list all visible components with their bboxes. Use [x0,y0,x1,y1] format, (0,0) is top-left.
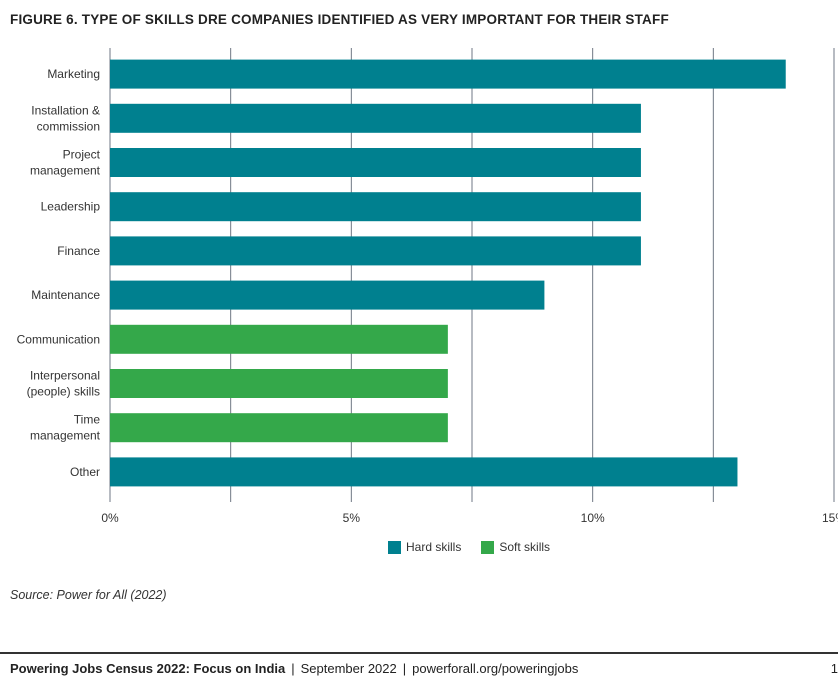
bar-interpersonal-people-skills [110,369,448,398]
legend: Hard skills Soft skills [388,540,550,554]
figure-title: FIGURE 6. TYPE OF SKILLS DRE COMPANIES I… [10,12,669,27]
category-label-finance: Finance [57,244,100,258]
tick-label-15: 15% [822,511,838,525]
footer-url[interactable]: powerforall.org/poweringjobs [412,661,579,676]
category-label-interpersonal-people-skills: Interpersonal (people) skills [27,369,100,399]
footer-date: September 2022 [300,661,397,676]
category-label-maintenance: Maintenance [31,288,100,302]
footer-separator: | [291,661,295,676]
bars [110,59,786,487]
bar-project-management [110,148,641,177]
category-label-project-management: Project management [30,148,101,178]
bar-marketing [110,59,786,89]
tick-label-5: 5% [343,511,361,525]
category-label-time-management: Time management [30,413,101,443]
category-label-other: Other [70,465,100,479]
category-label-marketing: Marketing [47,67,100,81]
legend-swatch-soft-skills [481,540,495,554]
footer-divider [0,652,838,654]
bar-other [110,457,738,487]
tick-label-0: 0% [101,511,119,525]
category-label-communication: Communication [17,332,100,346]
category-label-installation-commission: Installation & commission [31,103,100,133]
category-labels: Marketing Installation & commission Project… [17,67,101,479]
category-label-leadership: Leadership [41,200,101,214]
bar-communication [110,324,448,354]
page-number: 1 [830,661,838,676]
tick-labels: 0% 5% 10% 15% [101,511,838,525]
legend-label-hard-skills: Hard skills [406,540,462,554]
bar-leadership [110,192,641,222]
bar-chart: Marketing Installation & commission Project… [17,48,838,525]
legend-item-hard-skills: Hard skills [388,540,461,554]
footer-publication: Powering Jobs Census 2022: Focus on Indi… [10,661,286,676]
bar-time-management [110,413,448,443]
bar-finance [110,236,641,266]
bar-maintenance [110,280,545,310]
tick-label-10: 10% [581,511,605,525]
bar-installation-commission [110,103,641,133]
footer: Powering Jobs Census 2022: Focus on Indi… [10,661,578,676]
legend-label-soft-skills: Soft skills [499,540,551,554]
legend-swatch-hard-skills [388,540,401,554]
footer-separator: | [402,661,407,676]
legend-item-soft-skills: Soft skills [481,540,550,554]
source-note: Source: Power for All (2022) [10,588,167,602]
